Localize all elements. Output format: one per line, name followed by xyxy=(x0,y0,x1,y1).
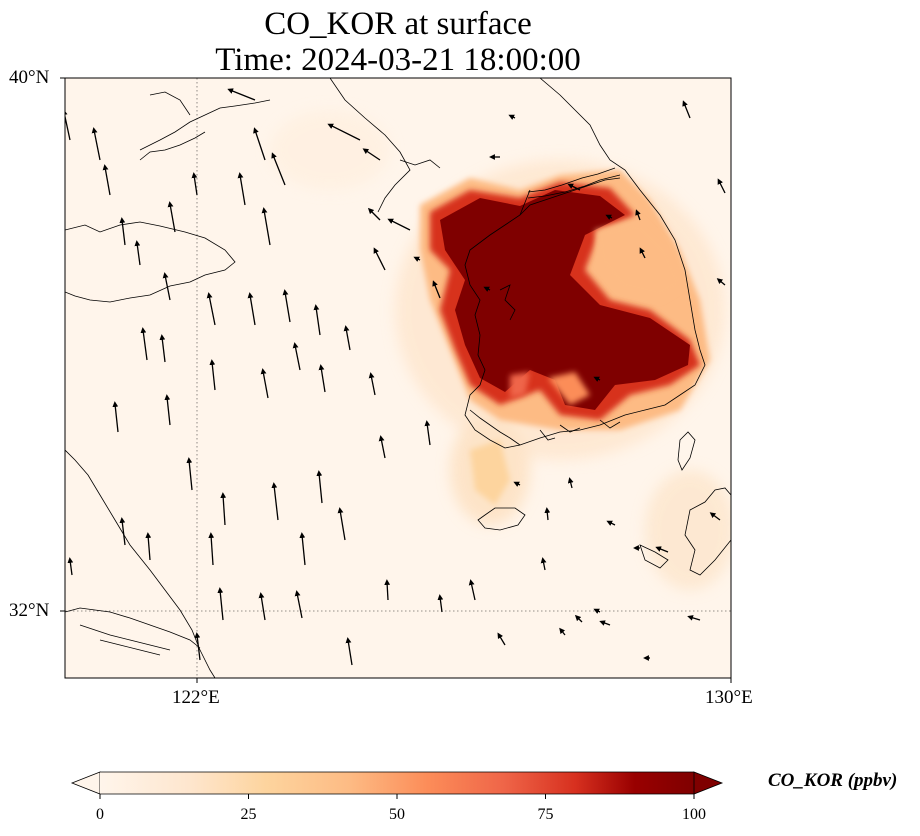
wind-arrow xyxy=(260,368,269,399)
lat-label-40n: 40°N xyxy=(9,67,50,88)
wind-arrow xyxy=(209,359,216,391)
wind-arrow xyxy=(119,517,126,546)
wind-arrow xyxy=(299,532,306,566)
wind-arrow xyxy=(605,214,613,220)
wind-arrow xyxy=(593,376,601,382)
wind-arrow xyxy=(468,579,476,601)
map-title-line2: Time: 2024-03-21 18:00:00 xyxy=(215,42,581,78)
wind-arrow xyxy=(91,127,101,161)
wind-arrow xyxy=(217,587,224,621)
wind-arrow xyxy=(378,435,386,459)
wind-arrow xyxy=(345,637,353,666)
wind-arrow xyxy=(606,520,616,526)
wind-arrow xyxy=(424,420,431,446)
wind-arrow xyxy=(65,109,71,141)
wind-arrow xyxy=(639,247,646,259)
wind-arrow xyxy=(191,172,198,196)
wind-arrow xyxy=(206,292,216,326)
wind-arrow xyxy=(102,164,111,196)
wind-arrow xyxy=(112,401,119,433)
colorbar-gradient xyxy=(100,772,694,794)
wind-arrow xyxy=(186,457,193,491)
wind-arrow xyxy=(483,286,491,292)
wind-arrow xyxy=(367,207,381,221)
wind-arrow xyxy=(432,280,441,299)
concentration-field xyxy=(65,78,731,678)
wind-arrow xyxy=(159,334,166,363)
wind-arrow xyxy=(437,594,444,613)
colorbar-max-extension xyxy=(693,771,724,795)
wind-arrow xyxy=(687,615,701,621)
lon-label-130e: 130°E xyxy=(705,687,753,708)
wind-arrow xyxy=(559,627,566,636)
wind-arrow xyxy=(709,512,721,521)
wind-vectors xyxy=(65,88,726,666)
wind-arrow xyxy=(145,532,152,561)
wind-arrow xyxy=(599,620,611,626)
wind-arrow xyxy=(164,394,171,426)
axis-ticks xyxy=(60,77,732,683)
colorbar-tick-25: 25 xyxy=(240,806,257,823)
wind-arrow xyxy=(271,482,279,521)
wind-arrow xyxy=(316,470,323,504)
wind-arrow xyxy=(497,632,506,646)
wind-arrow xyxy=(282,289,291,323)
colorbar-tick-50: 50 xyxy=(389,806,405,823)
wind-arrow xyxy=(574,614,583,623)
map-title-line1: CO_KOR at surface xyxy=(264,6,532,42)
wind-arrow xyxy=(162,272,171,301)
colorbar-label: CO_KOR (ppbv) xyxy=(768,770,898,791)
wind-arrow xyxy=(313,304,321,336)
wind-arrow xyxy=(362,148,381,161)
wind-arrow xyxy=(513,481,521,487)
wind-arrow xyxy=(258,592,266,621)
wind-arrow xyxy=(208,532,215,566)
colorbar-tick-75: 75 xyxy=(537,806,554,823)
wind-arrow xyxy=(682,100,691,119)
wind-arrow xyxy=(247,292,256,326)
wind-arrow xyxy=(194,632,201,661)
wind-arrow xyxy=(261,207,271,246)
wind-arrow xyxy=(271,152,286,186)
colorbar-tick-0: 0 xyxy=(96,806,104,823)
wind-arrow xyxy=(413,256,421,262)
wind-arrow xyxy=(343,325,351,351)
wind-arrow xyxy=(593,608,601,614)
wind-arrow xyxy=(140,327,148,361)
wind-arrow xyxy=(119,217,126,246)
colorbar xyxy=(70,771,724,799)
wind-arrow xyxy=(167,201,176,233)
map-frame xyxy=(64,77,732,679)
wind-arrow xyxy=(544,507,551,521)
wind-arrow xyxy=(384,579,391,601)
wind-arrow xyxy=(67,557,74,576)
wind-arrow xyxy=(337,507,346,541)
wind-arrow xyxy=(567,477,574,489)
wind-arrow xyxy=(540,557,547,571)
wind-arrow xyxy=(655,546,669,553)
wind-arrow xyxy=(292,342,301,371)
wind-arrow xyxy=(368,372,376,396)
wind-arrow xyxy=(508,114,516,120)
wind-arrow xyxy=(134,240,141,266)
wind-arrow xyxy=(237,172,246,206)
wind-arrow xyxy=(227,88,256,101)
wind-arrow xyxy=(220,492,227,526)
colorbar-tick-100: 100 xyxy=(682,806,706,823)
wind-arrow xyxy=(253,127,266,161)
wind-arrow xyxy=(294,590,303,619)
wind-arrow xyxy=(327,123,361,141)
wind-arrow xyxy=(373,247,386,271)
wind-arrow xyxy=(635,209,641,221)
wind-arrow xyxy=(717,178,726,194)
wind-arrow xyxy=(716,278,726,286)
lat-label-32n: 32°N xyxy=(9,600,50,621)
lon-label-122e: 122°E xyxy=(172,687,220,708)
wind-arrow xyxy=(318,364,326,393)
wind-arrow xyxy=(387,218,411,231)
wind-arrow xyxy=(567,183,581,191)
coastlines xyxy=(65,78,731,678)
colorbar-min-extension xyxy=(70,771,101,795)
